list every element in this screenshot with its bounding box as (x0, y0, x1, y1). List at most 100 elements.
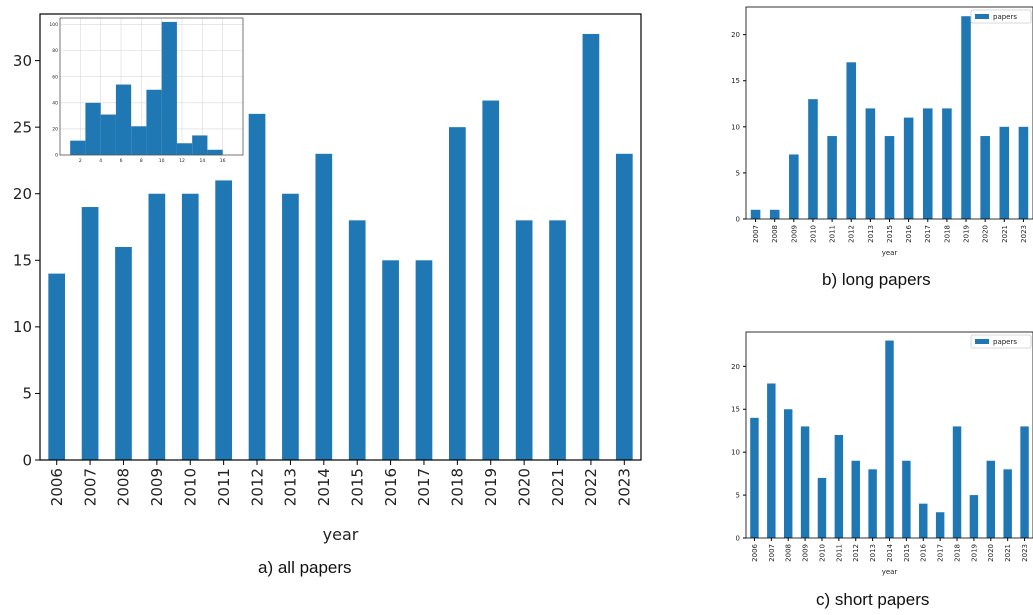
inset-bar-8 (192, 135, 208, 155)
x-tick-label-short-2018: 2018 (953, 544, 961, 562)
x-tick-label-long-2007: 2007 (752, 225, 760, 243)
y-tick-label-short-20: 20 (731, 363, 740, 371)
x-tick-label-all-2016: 2016 (382, 468, 400, 506)
caption-long-papers: b) long papers (822, 270, 931, 289)
bar-long-2021 (999, 126, 1010, 219)
inset-bar-5 (146, 89, 162, 155)
legend-swatch-long (975, 14, 989, 19)
inset-bar-4 (131, 126, 147, 155)
x-tick-label-short-2020: 2020 (987, 544, 995, 562)
x-tick-label-short-2015: 2015 (903, 544, 911, 562)
bar-all-2014 (315, 153, 333, 460)
inset-bar-1 (85, 102, 101, 155)
x-tick-label-short-2008: 2008 (785, 544, 793, 562)
bar-all-2009 (148, 193, 166, 461)
legend-label-long: papers (993, 13, 1017, 21)
x-tick-label-all-2020: 2020 (515, 468, 533, 506)
bar-all-2011 (215, 180, 232, 460)
x-tick-label-long-2008: 2008 (771, 225, 779, 243)
y-tick-label-long-0: 0 (736, 215, 740, 223)
bar-short-2006 (750, 417, 759, 538)
x-tick-label-short-2007: 2007 (768, 544, 776, 562)
x-tick-label-long-2015: 2015 (886, 225, 894, 243)
bar-all-2022 (582, 33, 600, 460)
x-tick-label-short-2013: 2013 (869, 544, 877, 562)
y-tick-label-all-15: 15 (13, 252, 32, 270)
y-tick-label-long-20: 20 (731, 31, 740, 39)
y-tick-label-all-10: 10 (13, 318, 32, 336)
bar-all-2008 (115, 246, 132, 460)
x-tick-label-all-2008: 2008 (115, 468, 133, 506)
x-tick-label-all-2010: 2010 (182, 468, 200, 506)
bar-all-2015 (348, 220, 366, 460)
x-tick-label-short-2006: 2006 (751, 543, 759, 561)
inset-x-tick-label-10: 10 (159, 158, 165, 164)
x-tick-label-all-2023: 2023 (616, 468, 634, 506)
bar-short-2009 (800, 426, 810, 538)
y-tick-label-short-0: 0 (736, 534, 740, 542)
x-tick-label-short-2010: 2010 (818, 544, 826, 562)
x-tick-label-short-2009: 2009 (802, 544, 810, 562)
legend-label-short: papers (993, 338, 1017, 346)
bar-all-2016 (382, 260, 399, 460)
inset-y-tick-label-0: 0 (55, 153, 58, 159)
inset-x-tick-label-8: 8 (140, 158, 143, 164)
bar-all-2007 (81, 207, 99, 460)
legend-swatch-short (975, 339, 989, 344)
inset-bar-6 (161, 21, 177, 155)
x-tick-label-all-2009: 2009 (148, 468, 166, 506)
x-tick-label-short-2012: 2012 (852, 544, 860, 562)
bar-short-2014 (885, 340, 894, 538)
inset-x-tick-label-2: 2 (79, 158, 82, 164)
caption-short-papers: c) short papers (816, 590, 930, 609)
legend-box-short (970, 334, 1032, 349)
x-tick-label-all-2015: 2015 (348, 468, 366, 506)
bar-short-2010 (817, 477, 827, 538)
bar-short-2023 (1020, 426, 1029, 538)
bar-short-2015 (902, 460, 911, 538)
bar-long-2020 (980, 136, 990, 219)
x-tick-label-short-2011: 2011 (835, 544, 843, 562)
inset-bar-0 (70, 140, 86, 155)
x-tick-label-short-2023: 2023 (1021, 544, 1029, 562)
bar-long-2007 (750, 209, 761, 219)
inset-x-tick-label-4: 4 (99, 158, 102, 164)
x-tick-label-short-2021: 2021 (1004, 544, 1012, 562)
bar-all-2018 (449, 127, 466, 460)
legend-box-long (970, 9, 1032, 24)
x-tick-label-all-2013: 2013 (282, 468, 300, 506)
bar-all-2021 (549, 220, 566, 460)
x-tick-label-all-2012: 2012 (248, 468, 266, 506)
inset-y-tick-label-20: 20 (52, 127, 58, 133)
x-tick-label-all-2019: 2019 (482, 468, 500, 506)
inset-y-tick-label-60: 60 (52, 74, 58, 80)
bar-short-2011 (834, 435, 844, 538)
y-tick-label-short-10: 10 (731, 449, 740, 457)
x-tick-label-short-2014: 2014 (886, 543, 894, 561)
x-tick-label-all-2017: 2017 (415, 468, 433, 506)
bar-long-2012 (846, 62, 857, 219)
short-papers-chart: 0 5 10 15 20 2006 2007 2008 2009 2010 2011 2012 2013… (731, 331, 1033, 576)
x-tick-label-long-2018: 2018 (943, 225, 951, 243)
y-tick-label-all-25: 25 (13, 118, 32, 136)
x-tick-label-all-2014: 2014 (315, 468, 333, 506)
x-tick-label-short-2017: 2017 (937, 544, 945, 562)
x-tick-label-long-2013: 2013 (867, 225, 875, 243)
x-tick-label-long-2016: 2016 (905, 224, 913, 242)
bar-all-2013 (282, 193, 299, 461)
x-tick-label-all-2018: 2018 (449, 468, 467, 506)
bar-long-2023 (1018, 126, 1029, 219)
bar-all-2023 (615, 153, 633, 460)
x-tick-label-long-2020: 2020 (982, 225, 990, 243)
bar-short-2013 (868, 469, 877, 538)
y-tick-label-all-5: 5 (22, 385, 32, 403)
x-tick-label-long-2017: 2017 (924, 225, 932, 243)
y-tick-label-short-15: 15 (731, 406, 740, 414)
bar-long-2018 (942, 108, 952, 219)
x-tick-label-all-2022: 2022 (582, 468, 600, 506)
y-tick-label-long-15: 15 (731, 77, 740, 85)
bar-long-2010 (808, 99, 818, 219)
bar-long-2015 (884, 136, 895, 219)
y-tick-label-short-5: 5 (736, 492, 740, 500)
